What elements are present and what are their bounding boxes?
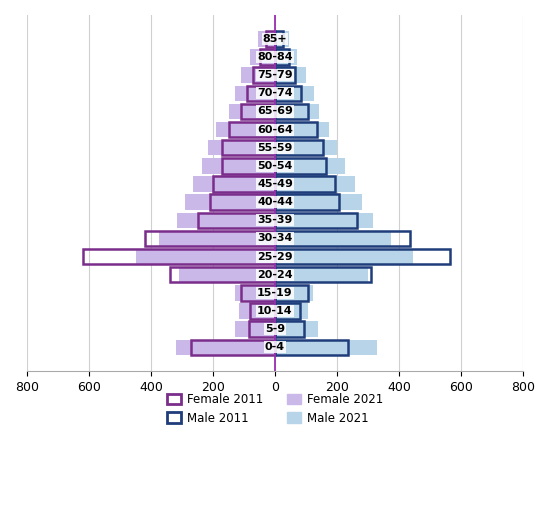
Bar <box>275 212 373 228</box>
Text: 65-69: 65-69 <box>257 107 293 116</box>
Text: 5-9: 5-9 <box>265 324 285 334</box>
Bar <box>208 140 275 155</box>
Bar <box>275 86 301 101</box>
Bar <box>228 104 275 119</box>
Bar <box>275 212 357 228</box>
Text: 40-44: 40-44 <box>257 197 293 207</box>
Bar <box>275 68 306 83</box>
Bar <box>275 104 319 119</box>
Bar <box>177 212 275 228</box>
Bar <box>275 86 314 101</box>
Bar <box>249 322 275 337</box>
Bar <box>275 31 283 47</box>
Bar <box>179 267 275 283</box>
Text: 50-54: 50-54 <box>257 161 293 171</box>
Bar <box>159 231 275 246</box>
Bar <box>275 158 326 173</box>
Bar <box>275 140 323 155</box>
Bar <box>228 122 275 137</box>
Text: 15-19: 15-19 <box>257 288 293 298</box>
Bar <box>210 194 275 210</box>
Bar <box>275 194 339 210</box>
Bar <box>275 104 307 119</box>
Bar <box>275 267 368 283</box>
Bar <box>213 176 275 192</box>
Bar <box>275 285 313 301</box>
Bar <box>275 49 289 65</box>
Bar <box>239 303 275 319</box>
Bar <box>275 340 377 355</box>
Bar <box>250 303 275 319</box>
Bar <box>202 158 275 173</box>
Bar <box>191 340 275 355</box>
Bar <box>222 140 275 155</box>
Text: 55-59: 55-59 <box>257 143 293 153</box>
Bar <box>235 86 275 101</box>
Bar <box>241 104 275 119</box>
Bar <box>275 267 371 283</box>
Text: 70-74: 70-74 <box>257 88 293 98</box>
Bar <box>275 285 307 301</box>
Bar <box>169 267 275 283</box>
Text: 20-24: 20-24 <box>257 270 293 280</box>
Bar <box>275 303 300 319</box>
Text: 75-79: 75-79 <box>257 70 293 80</box>
Bar <box>235 285 275 301</box>
Text: 25-29: 25-29 <box>257 251 293 262</box>
Bar <box>275 158 345 173</box>
Bar <box>275 340 348 355</box>
Bar <box>254 68 275 83</box>
Bar <box>275 249 450 264</box>
Text: 0-4: 0-4 <box>265 342 285 352</box>
Text: 80-84: 80-84 <box>257 52 293 62</box>
Bar <box>216 122 275 137</box>
Text: 30-34: 30-34 <box>257 233 293 244</box>
Bar <box>145 231 275 246</box>
Bar <box>135 249 275 264</box>
Bar <box>250 49 275 65</box>
Bar <box>241 285 275 301</box>
Bar <box>241 68 275 83</box>
Bar <box>247 86 275 101</box>
Bar <box>222 158 275 173</box>
Legend: Female 2011, Male 2011, Female 2021, Male 2021: Female 2011, Male 2011, Female 2021, Mal… <box>162 388 388 429</box>
Bar <box>197 212 275 228</box>
Text: 85+: 85+ <box>263 34 287 44</box>
Bar <box>275 68 295 83</box>
Bar <box>275 49 298 65</box>
Bar <box>266 31 275 47</box>
Bar <box>275 231 391 246</box>
Bar <box>260 49 275 65</box>
Bar <box>275 322 304 337</box>
Bar <box>275 322 318 337</box>
Text: 35-39: 35-39 <box>257 215 293 225</box>
Bar <box>275 249 413 264</box>
Bar <box>275 122 329 137</box>
Bar <box>235 322 275 337</box>
Text: 60-64: 60-64 <box>257 125 293 134</box>
Bar <box>275 140 337 155</box>
Bar <box>275 31 289 47</box>
Bar <box>275 122 317 137</box>
Bar <box>193 176 275 192</box>
Bar <box>275 303 308 319</box>
Bar <box>258 31 275 47</box>
Text: 45-49: 45-49 <box>257 179 293 189</box>
Bar <box>83 249 275 264</box>
Bar <box>185 194 275 210</box>
Bar <box>275 231 410 246</box>
Bar <box>275 176 336 192</box>
Text: 10-14: 10-14 <box>257 306 293 316</box>
Bar <box>275 176 355 192</box>
Bar <box>176 340 275 355</box>
Bar <box>275 194 362 210</box>
